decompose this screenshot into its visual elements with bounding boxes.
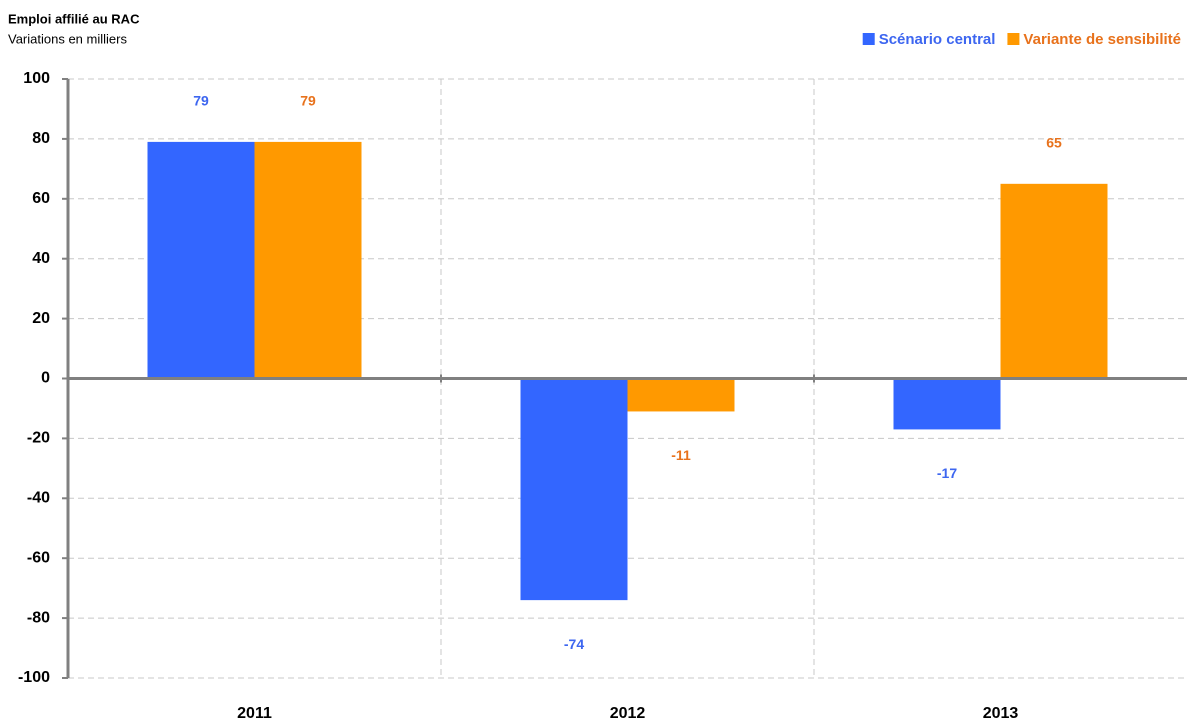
y-tick-label: -20 xyxy=(27,430,50,447)
x-tick-label: 2013 xyxy=(983,705,1019,722)
legend-label: Variante de sensibilité xyxy=(1023,31,1181,48)
data-label: -74 xyxy=(564,636,584,652)
bar xyxy=(520,378,628,601)
y-tick-label: 0 xyxy=(41,370,50,387)
legend-swatch xyxy=(1007,33,1020,45)
y-tick-label: 20 xyxy=(32,310,50,327)
bar xyxy=(627,378,735,412)
legend-label: Scénario central xyxy=(879,31,996,48)
y-tick-label: 100 xyxy=(23,70,50,87)
legend-swatch xyxy=(862,33,875,45)
bar xyxy=(147,141,255,379)
y-tick-label: -60 xyxy=(27,549,50,566)
y-tick-label: 40 xyxy=(32,250,50,267)
data-label: 79 xyxy=(300,93,316,109)
bar xyxy=(1000,183,1108,379)
y-tick-label: -100 xyxy=(18,669,50,686)
data-label: 65 xyxy=(1046,135,1062,151)
y-tick-label: 80 xyxy=(32,130,50,147)
y-tick-label: -80 xyxy=(27,609,50,626)
bar xyxy=(893,378,1001,430)
chart-subtitle: Variations en milliers xyxy=(8,31,127,46)
y-tick-label: -40 xyxy=(27,490,50,507)
chart-title: Emploi affilié au RAC xyxy=(8,11,140,26)
x-tick-label: 2012 xyxy=(610,705,646,722)
x-tick-label: 2011 xyxy=(237,705,272,722)
data-label: -17 xyxy=(937,465,957,481)
bar xyxy=(254,141,362,379)
y-tick-label: 60 xyxy=(32,190,50,207)
data-label: 79 xyxy=(193,93,209,109)
data-label: -11 xyxy=(671,447,691,463)
